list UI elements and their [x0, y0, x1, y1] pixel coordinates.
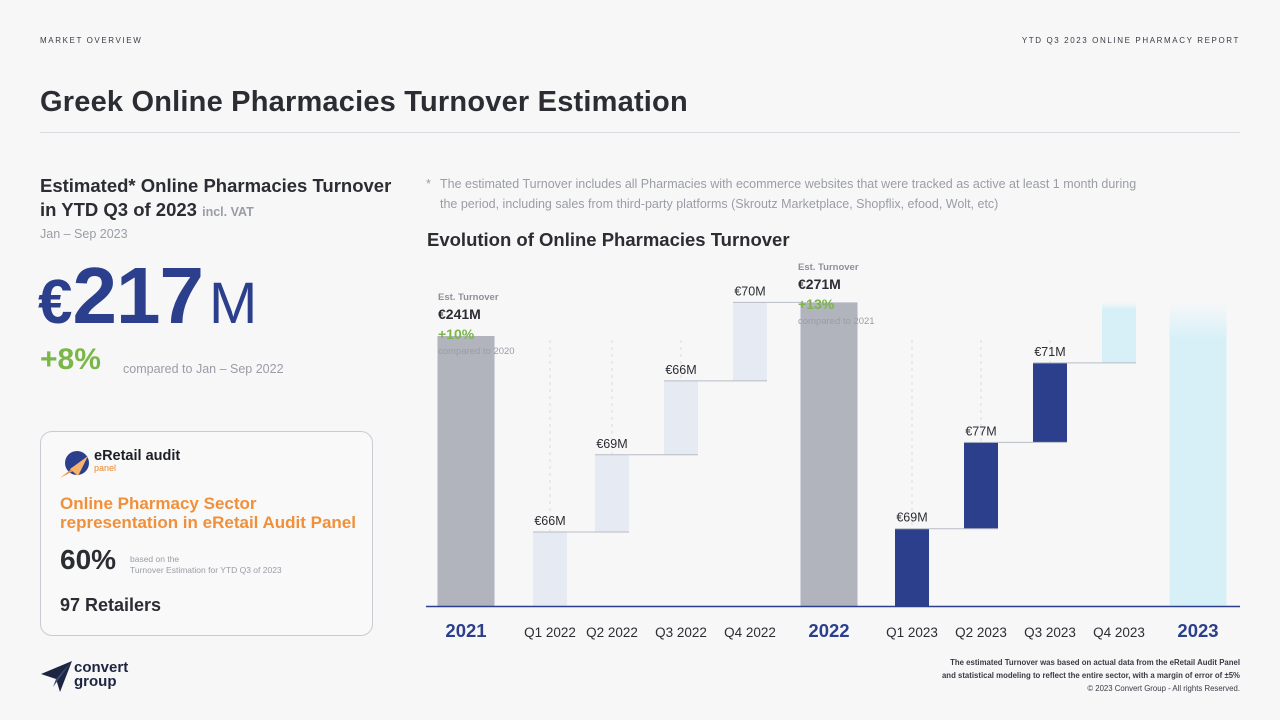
- report-label: YTD Q3 2023 ONLINE PHARMACY REPORT: [1021, 36, 1240, 45]
- footnote-text: The estimated Turnover includes all Phar…: [440, 177, 1137, 211]
- category-label: Q3 2023: [1024, 625, 1076, 640]
- category-label: 2023: [1177, 620, 1218, 641]
- section-label: MARKET OVERVIEW: [40, 36, 143, 45]
- chart-footer: The estimated Turnover was based on actu…: [942, 656, 1240, 695]
- kpi-heading: Estimated* Online Pharmacies Turnover in…: [40, 174, 400, 224]
- annotation-value: €271M: [798, 276, 841, 292]
- annotation-growth: +13%: [798, 296, 835, 312]
- footer-line1: The estimated Turnover was based on actu…: [950, 658, 1240, 667]
- annotation-caption: Est. Turnover: [438, 292, 499, 303]
- convert-group-logo-icon: [41, 661, 72, 692]
- turnover-footnote: * The estimated Turnover includes all Ph…: [426, 174, 1146, 214]
- category-label: Q4 2023: [1093, 625, 1145, 640]
- brand-line2: group: [74, 673, 117, 690]
- footnote-star: *: [426, 177, 431, 191]
- kpi-period: Jan – Sep 2023: [40, 227, 128, 241]
- panel-card: [40, 431, 373, 636]
- panel-percentage-note: based on the Turnover Estimation for YTD…: [130, 554, 282, 576]
- kpi-vat-note: incl. VAT: [202, 205, 254, 219]
- footer-copyright: © 2023 Convert Group - All rights Reserv…: [1087, 684, 1240, 693]
- chart-title: Evolution of Online Pharmacies Turnover: [427, 229, 790, 250]
- data-label: €77M: [965, 424, 996, 438]
- eretail-logo-text: eRetail audit: [94, 448, 181, 464]
- data-label: €66M: [534, 514, 565, 528]
- kpi-growth: +8%: [40, 343, 101, 376]
- data-label: €71M: [1034, 345, 1065, 359]
- kpi-unit: M: [208, 271, 258, 336]
- kpi-currency: €: [38, 268, 73, 337]
- brand-name: convert group: [74, 659, 129, 690]
- title-divider: [40, 132, 1240, 133]
- panel-percentage: 60%: [60, 544, 117, 575]
- data-label: €69M: [896, 511, 927, 525]
- data-label: €69M: [596, 437, 627, 451]
- bar-q1-2023: [895, 528, 929, 606]
- bar-2021: [437, 336, 495, 606]
- annotation-compare: compared to 2021: [798, 316, 875, 327]
- eretail-audit-logo-icon: [60, 451, 89, 478]
- category-label: Q3 2022: [655, 625, 707, 640]
- category-label: Q1 2022: [524, 625, 576, 640]
- category-label: Q4 2022: [724, 625, 776, 640]
- panel-note-line2: Turnover Estimation for YTD Q3 of 2023: [130, 565, 282, 575]
- data-label: €66M: [665, 363, 696, 377]
- data-label: €70M: [734, 284, 765, 298]
- annotation-caption: Est. Turnover: [798, 262, 859, 273]
- bar-2023: [1169, 302, 1227, 606]
- kpi-value: €217 M: [38, 250, 257, 342]
- panel-retailers: 97 Retailers: [60, 595, 162, 615]
- kpi-number: 217: [72, 251, 203, 340]
- page-title: Greek Online Pharmacies Turnover Estimat…: [40, 86, 688, 118]
- footer-line2: and statistical modeling to reflect the …: [941, 671, 1240, 680]
- bar-q1-2022: [533, 532, 567, 606]
- bar-q3-2022: [664, 380, 698, 455]
- panel-note-line1: based on the: [130, 554, 180, 564]
- bar-q4-2023: [1102, 302, 1136, 363]
- brand-line1: convert: [74, 659, 129, 676]
- bar-q2-2023: [964, 442, 998, 529]
- bar-q3-2023: [1033, 362, 1067, 443]
- annotation-compare: compared to 2020: [438, 346, 515, 357]
- kpi-heading-text: Estimated* Online Pharmacies Turnover in…: [40, 175, 392, 220]
- eretail-logo-sub: panel: [94, 463, 117, 473]
- bar-2022: [800, 302, 858, 606]
- category-label: 2022: [808, 620, 849, 641]
- panel-card-title: Online Pharmacy Sector representation in…: [60, 494, 356, 532]
- kpi-growth-compare: compared to Jan – Sep 2022: [123, 362, 284, 376]
- category-label: Q2 2022: [586, 625, 638, 640]
- category-label: Q2 2023: [955, 625, 1007, 640]
- category-label: Q1 2023: [886, 625, 938, 640]
- bar-q2-2022: [595, 454, 629, 533]
- annotation-value: €241M: [438, 306, 481, 322]
- bar-q4-2022: [733, 302, 767, 381]
- annotation-growth: +10%: [438, 326, 475, 342]
- category-label: 2021: [445, 620, 486, 641]
